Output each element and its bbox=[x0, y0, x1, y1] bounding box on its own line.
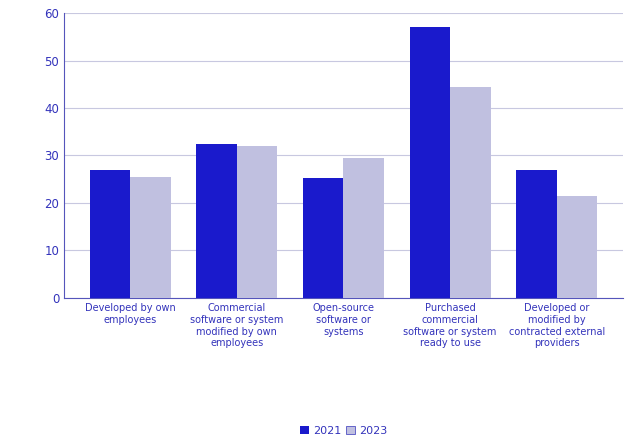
Bar bbox=[196, 144, 237, 298]
Bar bbox=[557, 196, 597, 298]
Bar bbox=[410, 27, 450, 298]
Bar bbox=[90, 170, 130, 298]
Bar bbox=[303, 178, 343, 298]
Bar bbox=[516, 170, 557, 298]
Bar bbox=[130, 177, 171, 298]
Bar bbox=[450, 87, 490, 298]
Legend: 2021, 2023: 2021, 2023 bbox=[295, 421, 392, 438]
Bar bbox=[237, 146, 277, 298]
Bar bbox=[343, 158, 384, 298]
